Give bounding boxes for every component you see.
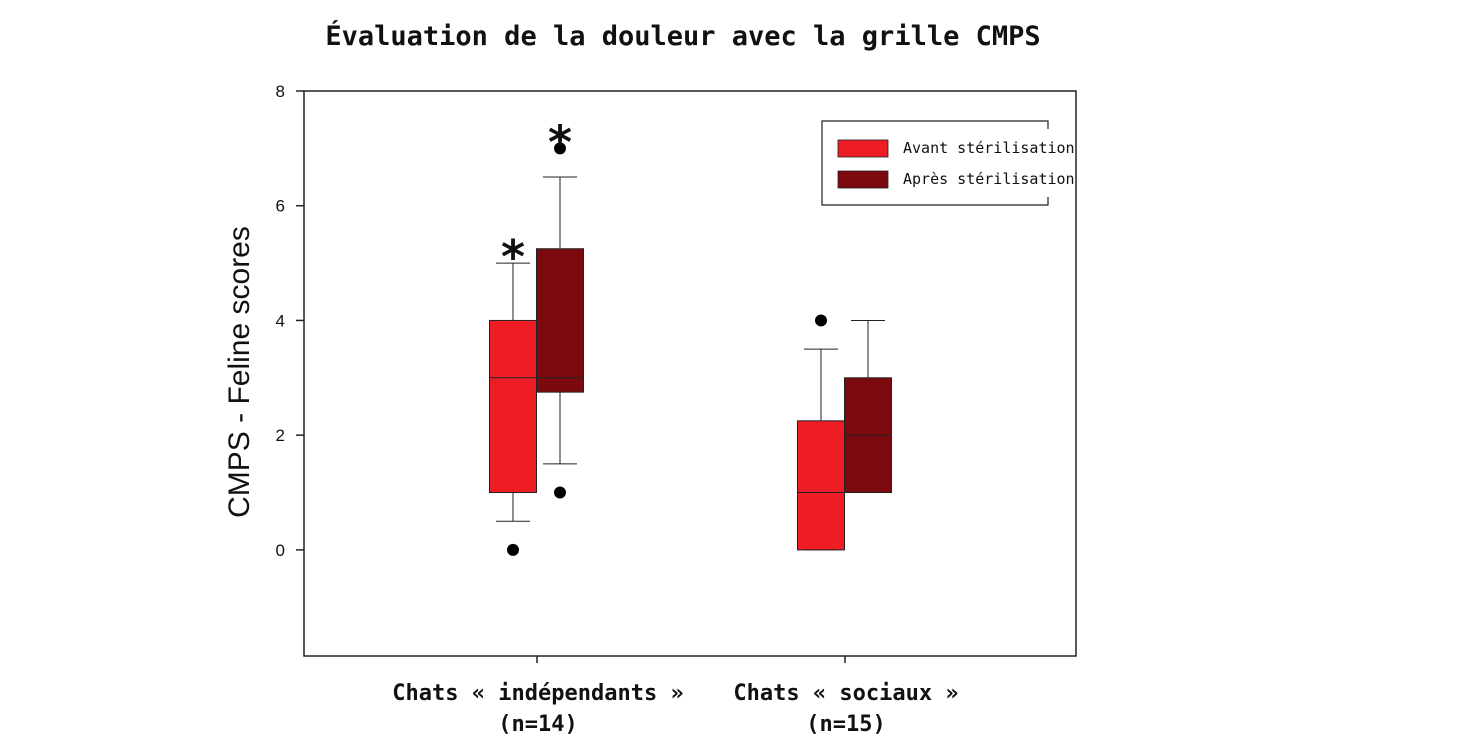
box-body	[536, 248, 584, 393]
y-tick-label: 6	[276, 197, 285, 216]
plot-frame	[303, 90, 1077, 657]
box	[797, 314, 845, 551]
y-axis-label: CMPS - Feline scores	[223, 226, 256, 518]
outlier-point	[815, 314, 827, 327]
category-label: Chats « indépendants »	[392, 681, 683, 706]
outlier-point	[507, 543, 519, 556]
legend-swatch	[837, 170, 889, 189]
outlier-point	[554, 486, 566, 499]
legend-label: Après stérilisation	[903, 170, 1075, 188]
category-sample-size: (n=15)	[806, 712, 885, 737]
y-tick-label: 2	[276, 426, 285, 445]
box-series: **	[489, 115, 892, 556]
box-body	[489, 319, 537, 494]
significance-star: *	[501, 230, 525, 284]
category-label: Chats « sociaux »	[733, 681, 958, 706]
y-axis-ticks: 0 2 4 6 8	[276, 82, 304, 560]
outlier-point	[554, 142, 566, 155]
x-axis-categories: Chats « indépendants » (n=14) Chats « soci…	[392, 656, 959, 737]
legend-frame	[821, 120, 1049, 206]
y-tick-label: 8	[276, 82, 285, 101]
chart-title: Évaluation de la douleur avec la grille …	[325, 20, 1040, 52]
box: *	[489, 230, 537, 556]
legend: Avant stérilisation Après stérilisation	[821, 120, 1075, 206]
significance-star: *	[548, 115, 572, 169]
box: *	[536, 115, 584, 499]
y-tick-label: 0	[276, 541, 285, 560]
y-tick-label: 4	[276, 311, 285, 330]
box-body	[797, 420, 845, 551]
legend-swatch	[837, 139, 889, 158]
category-sample-size: (n=14)	[498, 712, 577, 737]
legend-label: Avant stérilisation	[903, 139, 1075, 157]
box	[844, 319, 892, 494]
